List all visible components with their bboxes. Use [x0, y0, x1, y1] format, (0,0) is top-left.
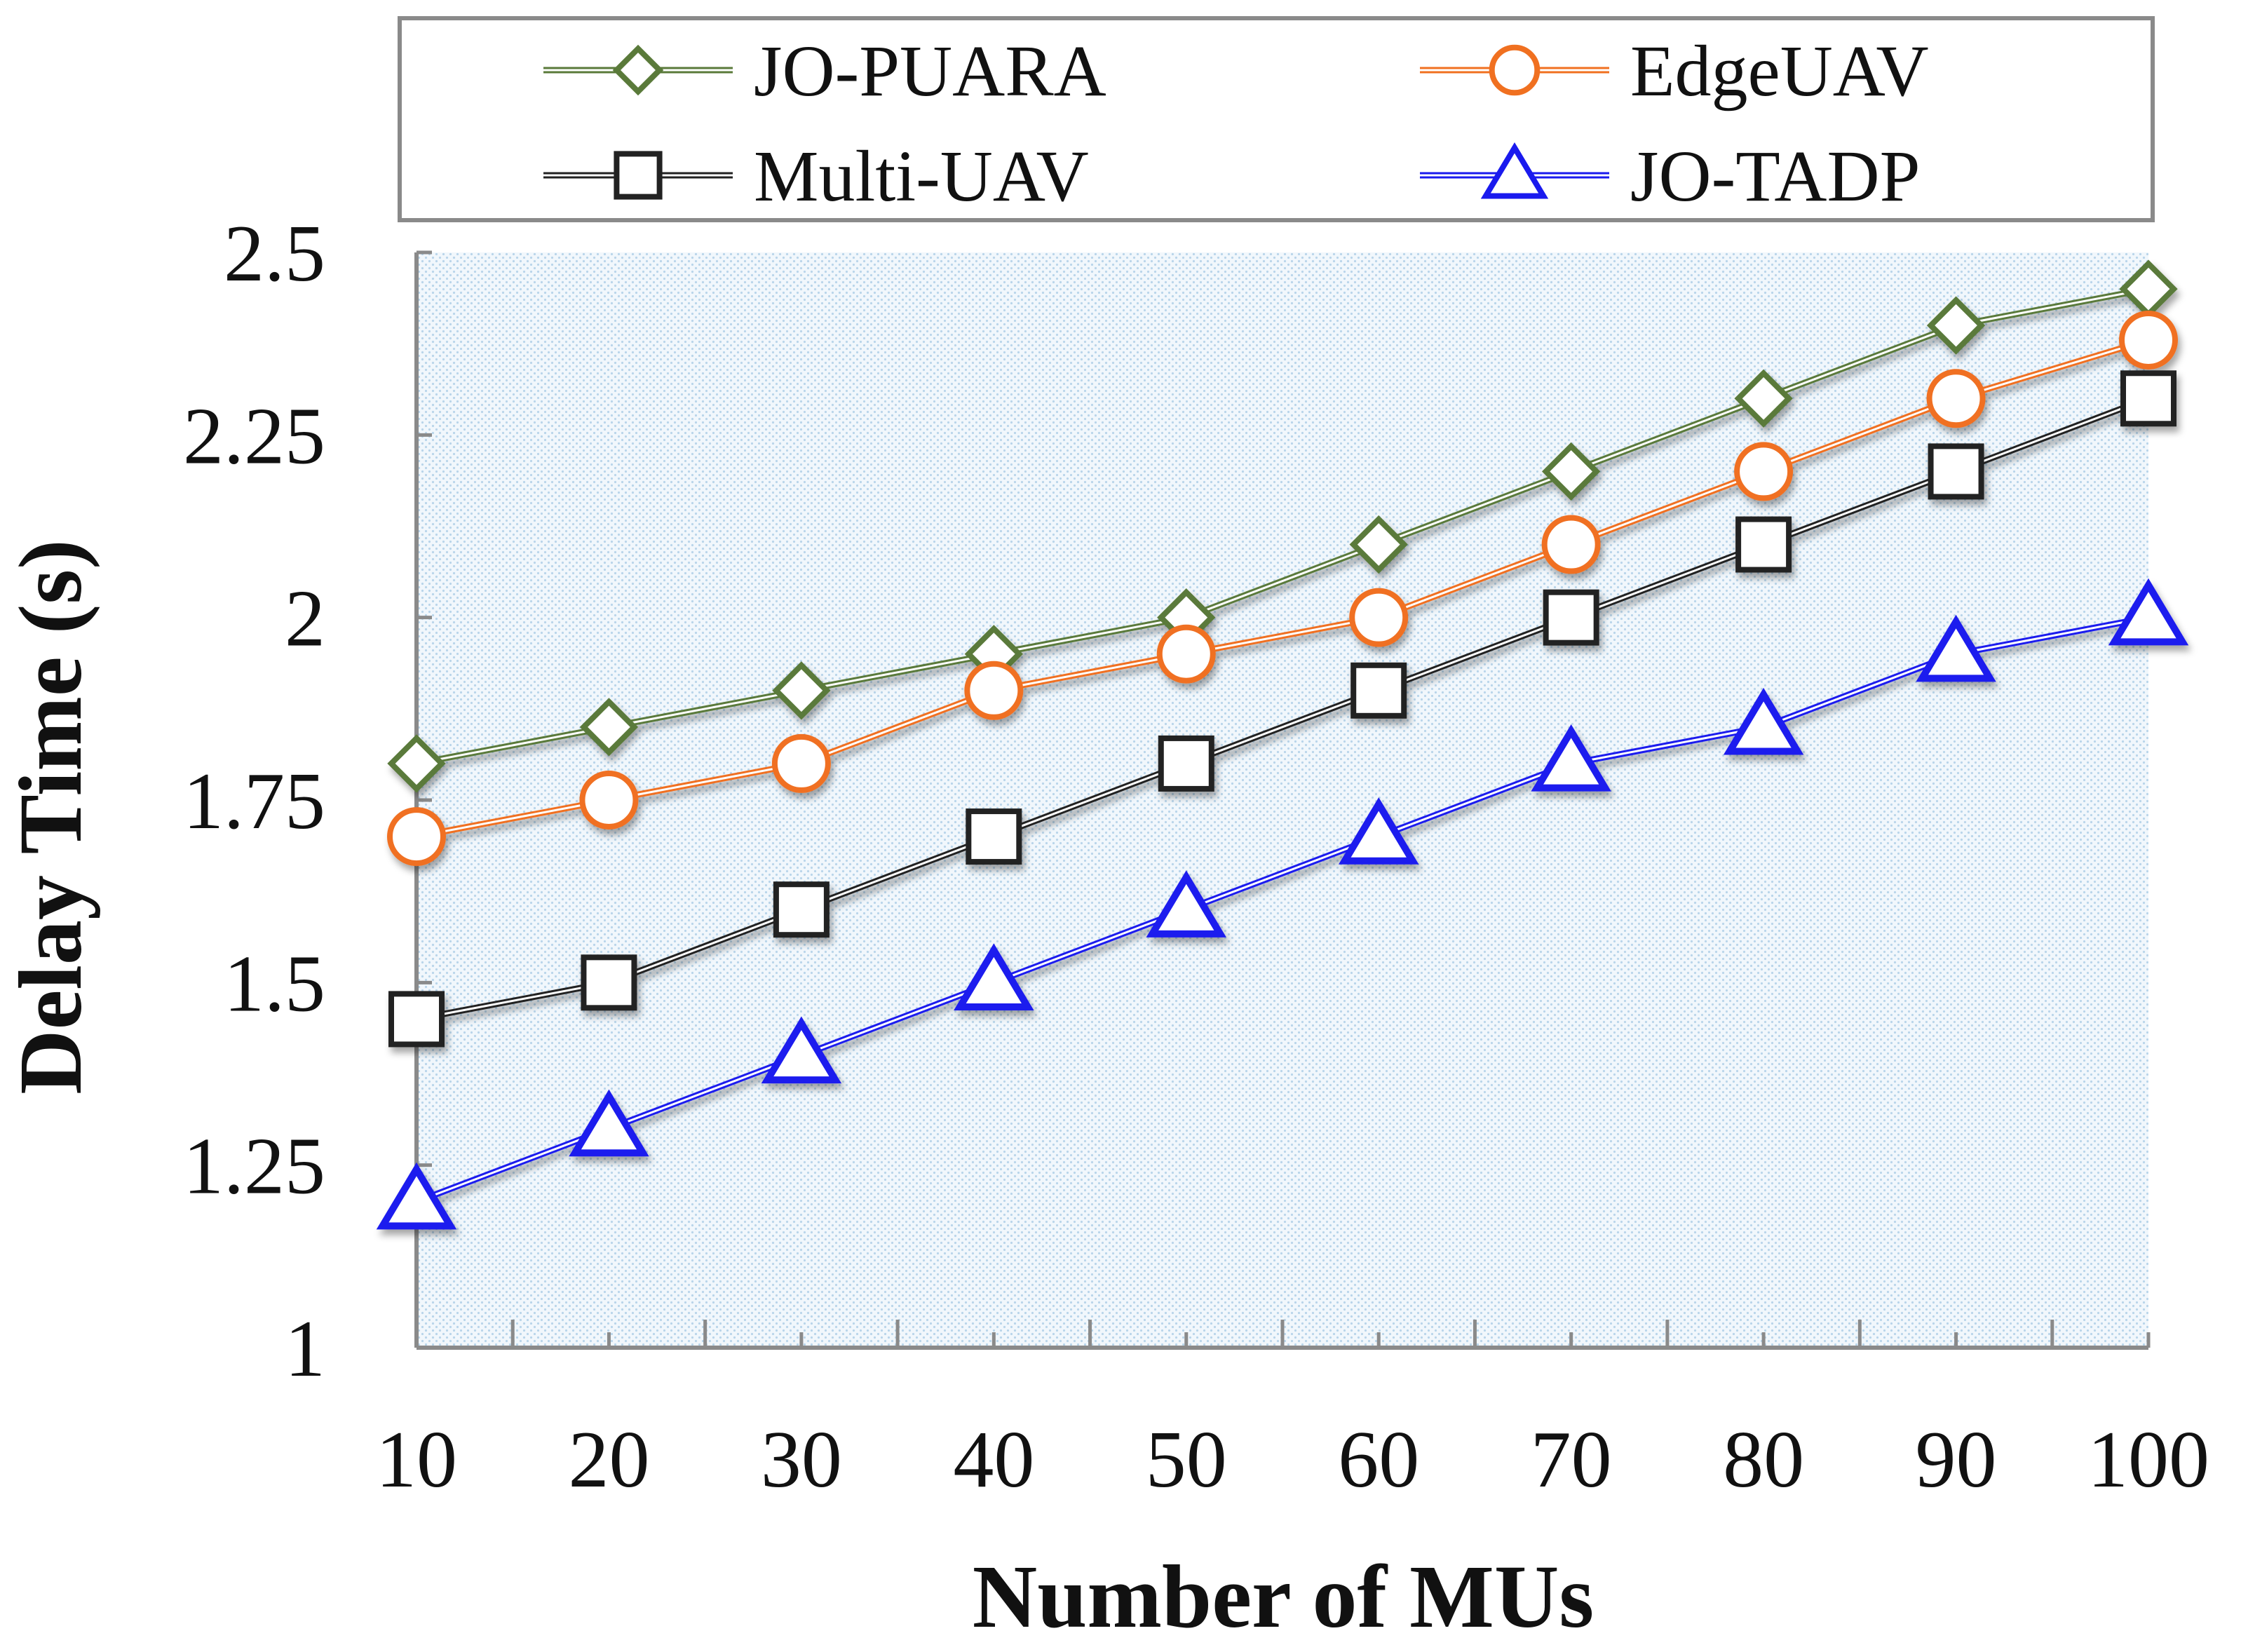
y-tick-label: 2.5 [224, 209, 325, 299]
data-point [2120, 370, 2176, 427]
legend-label: JO-TADP [1630, 136, 1920, 217]
legend: JO-PUARA EdgeUAV Multi-UAV JO-TADP [398, 16, 2155, 222]
series-multi-uav [388, 370, 2176, 1048]
data-point [1531, 724, 1611, 792]
legend-label: JO-PUARA [754, 31, 1106, 111]
x-tick-label: 60 [1338, 1415, 1419, 1505]
legend-marker [612, 44, 664, 96]
legend-label: EdgeUAV [1630, 31, 1929, 111]
x-tick-label: 80 [1723, 1415, 1804, 1505]
y-tick-label: 1.25 [183, 1122, 325, 1212]
legend-marker [1480, 142, 1549, 199]
data-point [1158, 735, 1214, 792]
data-point [1349, 515, 1408, 574]
series-line-highlight [416, 339, 2149, 838]
series-layer [376, 259, 2189, 1230]
series-jo-tadp [376, 578, 2189, 1230]
data-point [1916, 614, 1996, 682]
data-point [1723, 687, 1804, 755]
y-tick-label: 1.75 [183, 757, 325, 846]
data-point [1734, 369, 1793, 428]
x-tick-label: 10 [376, 1415, 457, 1505]
legend-marker [1489, 44, 1541, 96]
data-point [771, 733, 831, 793]
data-point [966, 808, 1022, 865]
plot-area [417, 252, 2148, 1348]
legend-item: JO-TADP [1420, 136, 1920, 217]
data-point [376, 1162, 457, 1230]
data-point [387, 734, 446, 793]
legend-item: EdgeUAV [1420, 31, 1929, 111]
series-line-highlight [416, 616, 2149, 1203]
data-point [2119, 310, 2178, 370]
y-axis-title: Delay Time (s) [1, 539, 100, 1095]
x-tick-label: 30 [761, 1415, 842, 1505]
data-point [387, 807, 446, 867]
series-edgeuav [387, 310, 2178, 867]
data-point [569, 1089, 649, 1157]
data-point [772, 661, 831, 720]
data-point [1350, 662, 1407, 719]
data-point [761, 1016, 842, 1084]
legend-item: Multi-UAV [543, 136, 1089, 217]
data-point [2108, 578, 2189, 646]
data-point [1735, 516, 1792, 573]
data-point [1541, 515, 1601, 574]
y-tick-label: 2.25 [183, 391, 325, 481]
data-point [581, 954, 637, 1011]
legend-item: JO-PUARA [543, 31, 1106, 111]
plot-background [417, 252, 2148, 1348]
legend-marker [614, 151, 663, 200]
axes: 1 1.25 1.5 1.75 2 2.25 2.5 10 20 30 40 50 60 70 80 90 10… [183, 209, 2209, 1505]
data-point [1349, 588, 1409, 647]
data-point [1734, 442, 1794, 501]
x-tick-label: 70 [1531, 1415, 1612, 1505]
data-point [954, 943, 1034, 1010]
series-line-highlight [416, 287, 2149, 765]
legend-box [398, 16, 2155, 222]
y-tick-label: 2 [285, 574, 325, 664]
data-point [1926, 296, 1986, 355]
data-point [1339, 797, 1419, 865]
data-point [1926, 369, 1986, 428]
x-tick-label: 100 [2087, 1415, 2209, 1505]
legend-label: Multi-UAV [754, 136, 1089, 217]
data-point [579, 771, 639, 830]
data-point [579, 698, 639, 757]
data-point [1543, 589, 1599, 646]
data-point [1146, 870, 1226, 937]
x-tick-label: 50 [1146, 1415, 1227, 1505]
data-point [1928, 443, 1984, 500]
x-tick-label: 20 [568, 1415, 649, 1505]
series-line-highlight [416, 397, 2149, 1020]
data-point [1156, 624, 1216, 684]
data-point [773, 881, 830, 938]
data-point [388, 991, 445, 1048]
x-axis-title: Number of MUs [973, 1547, 1594, 1646]
x-tick-label: 40 [953, 1415, 1034, 1505]
y-tick-label: 1.5 [224, 939, 325, 1029]
series-jo-puara [387, 259, 2178, 793]
data-point [964, 661, 1024, 720]
x-tick-label: 90 [1916, 1415, 1997, 1505]
y-tick-label: 1 [285, 1304, 325, 1394]
data-point [1542, 442, 1601, 501]
